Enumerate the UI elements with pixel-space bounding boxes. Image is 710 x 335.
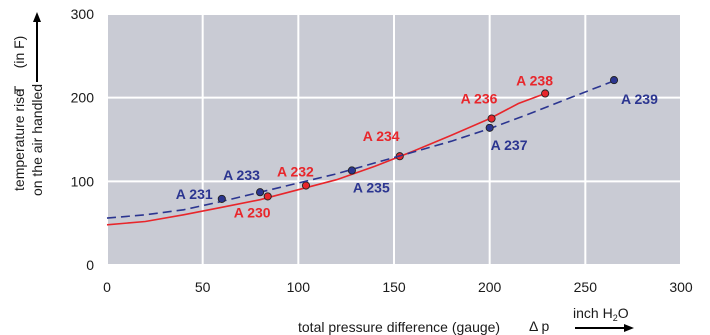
x-tick-label: 0 — [103, 279, 111, 295]
grid — [106, 13, 682, 266]
point-label: A 236 — [461, 91, 498, 107]
y-axis-symbol: T — [11, 85, 27, 94]
x-axis-arrow-head — [624, 324, 634, 332]
y-tick-label: 300 — [71, 6, 95, 22]
y-axis-unit: (in F) — [11, 36, 27, 69]
data-point — [609, 76, 619, 85]
point-label: A 239 — [621, 91, 658, 107]
data-point — [263, 192, 272, 201]
data-point — [487, 114, 496, 123]
x-axis-symbol: Δ p — [529, 318, 549, 334]
x-tick-label: 300 — [669, 279, 693, 295]
y-tick-label: 200 — [71, 90, 95, 106]
x-tick-label: 150 — [382, 279, 406, 295]
y-tick-label: 100 — [71, 173, 95, 189]
data-point — [485, 123, 494, 132]
point-label: A 237 — [491, 137, 528, 153]
point-label: A 232 — [277, 164, 314, 180]
x-axis-unit: inch H2O — [573, 305, 629, 323]
y-axis-arrow-head — [33, 12, 41, 22]
data-point — [347, 166, 356, 175]
x-tick-label: 200 — [478, 279, 502, 295]
x-axis-title: total pressure difference (gauge) — [298, 319, 500, 335]
series-line-2 — [106, 80, 615, 219]
x-axis-unit-sub: 2 — [613, 313, 618, 323]
data-point — [256, 188, 265, 197]
point-label: A 230 — [234, 204, 271, 220]
data-point — [217, 194, 226, 203]
x-tick-label: 50 — [195, 279, 211, 295]
y-axis-title-line1: temperature rise — [11, 89, 27, 191]
point-label: A 238 — [516, 72, 553, 88]
x-tick-label: 100 — [287, 279, 311, 295]
series-group: A 230 A 232 A 234 A 236 A 238 A 231 A 233 A 235… — [106, 72, 658, 226]
tick-labels: 0 50 100 150 200 250 300 0 100 200 300 — [71, 6, 693, 295]
point-label: A 233 — [223, 167, 260, 183]
point-label: A 231 — [176, 186, 213, 202]
y-tick-label: 0 — [86, 257, 94, 273]
point-label: A 234 — [363, 128, 400, 144]
x-tick-label: 250 — [574, 279, 598, 295]
point-label: A 235 — [353, 179, 390, 195]
data-point — [541, 89, 550, 98]
data-point — [301, 181, 311, 190]
y-axis-title-line2: on the air handled — [29, 84, 45, 196]
